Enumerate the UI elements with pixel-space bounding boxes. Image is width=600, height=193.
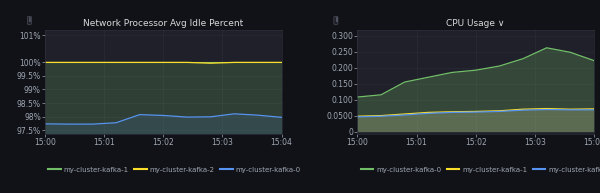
Text: i: i [335, 17, 337, 23]
Title: CPU Usage ∨: CPU Usage ∨ [446, 19, 505, 28]
Legend: my-cluster-kafka-0, my-cluster-kafka-1, my-cluster-kafka-2: my-cluster-kafka-0, my-cluster-kafka-1, … [361, 167, 600, 173]
Title: Network Processor Avg Idle Percent: Network Processor Avg Idle Percent [83, 19, 244, 28]
Text: i: i [28, 17, 31, 23]
Legend: my-cluster-kafka-1, my-cluster-kafka-2, my-cluster-kafka-0: my-cluster-kafka-1, my-cluster-kafka-2, … [49, 167, 301, 173]
